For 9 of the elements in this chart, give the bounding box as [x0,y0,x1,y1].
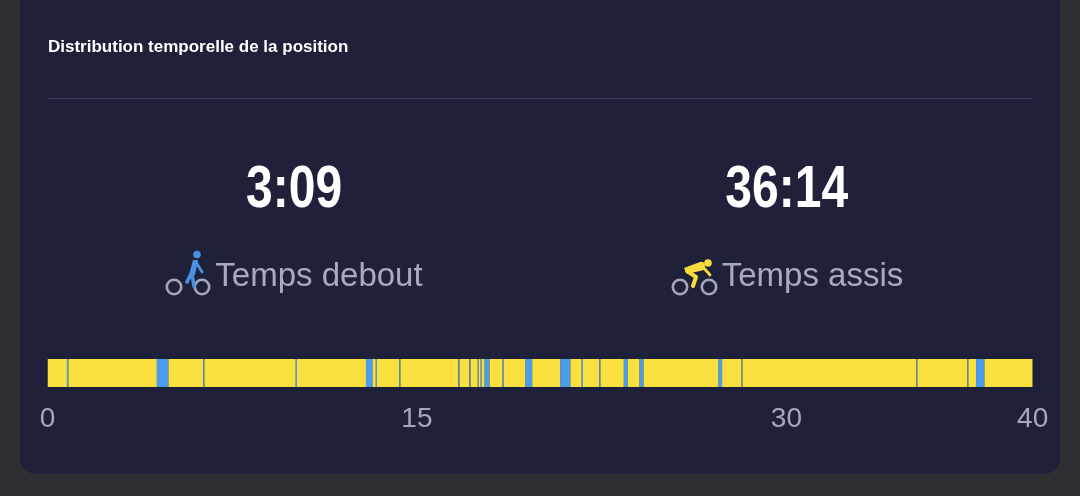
x-tick-label: 40 [1017,401,1049,433]
x-tick-label: 15 [401,401,433,433]
chart-title: Distribution temporelle de la position [48,37,349,57]
text: Temps debout [215,255,423,295]
text: 3:09 [245,153,343,220]
text: Temps assis [721,255,904,295]
x-tick-label: 30 [770,401,802,433]
x-tick-label: 0 [39,401,56,433]
text: 36:14 [725,153,849,220]
